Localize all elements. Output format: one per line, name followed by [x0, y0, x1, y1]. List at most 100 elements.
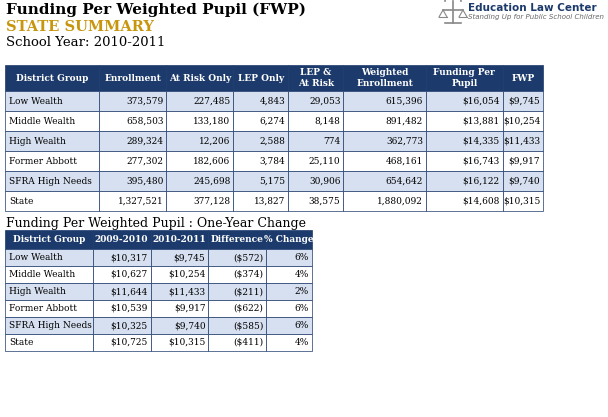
FancyBboxPatch shape [92, 230, 151, 249]
Text: School Year: 2010-2011: School Year: 2010-2011 [6, 36, 165, 49]
FancyBboxPatch shape [167, 91, 233, 111]
FancyBboxPatch shape [209, 317, 266, 334]
FancyBboxPatch shape [5, 249, 92, 266]
Text: % Change: % Change [264, 235, 314, 244]
Text: ($622): ($622) [233, 304, 263, 313]
Text: 2010-2011: 2010-2011 [153, 235, 206, 244]
Text: $11,644: $11,644 [110, 287, 148, 296]
FancyBboxPatch shape [100, 91, 167, 111]
FancyBboxPatch shape [92, 334, 151, 351]
FancyBboxPatch shape [233, 91, 288, 111]
Text: 8,148: 8,148 [314, 116, 340, 126]
Text: $10,317: $10,317 [110, 253, 148, 262]
FancyBboxPatch shape [288, 91, 344, 111]
Text: Difference: Difference [211, 235, 264, 244]
FancyBboxPatch shape [233, 191, 288, 211]
FancyBboxPatch shape [100, 111, 167, 131]
FancyBboxPatch shape [100, 191, 167, 211]
Text: 658,503: 658,503 [126, 116, 164, 126]
Text: 6%: 6% [294, 321, 309, 330]
Text: SFRA High Needs: SFRA High Needs [9, 176, 92, 186]
FancyBboxPatch shape [503, 191, 543, 211]
FancyBboxPatch shape [5, 300, 92, 317]
Text: 1,880,092: 1,880,092 [377, 196, 423, 206]
FancyBboxPatch shape [5, 91, 100, 111]
FancyBboxPatch shape [92, 300, 151, 317]
Text: $10,315: $10,315 [168, 338, 206, 347]
FancyBboxPatch shape [266, 266, 312, 283]
FancyBboxPatch shape [167, 151, 233, 171]
FancyBboxPatch shape [151, 249, 209, 266]
FancyBboxPatch shape [92, 266, 151, 283]
Text: 4,843: 4,843 [260, 96, 285, 106]
FancyBboxPatch shape [233, 131, 288, 151]
Text: 6,274: 6,274 [260, 116, 285, 126]
FancyBboxPatch shape [167, 111, 233, 131]
FancyBboxPatch shape [288, 171, 344, 191]
Text: $10,725: $10,725 [110, 338, 148, 347]
FancyBboxPatch shape [426, 65, 503, 91]
Text: Funding Per Weighted Pupil : One-Year Change: Funding Per Weighted Pupil : One-Year Ch… [6, 217, 306, 230]
FancyBboxPatch shape [266, 334, 312, 351]
Text: 182,606: 182,606 [193, 156, 230, 166]
FancyBboxPatch shape [426, 171, 503, 191]
Text: 5,175: 5,175 [260, 176, 285, 186]
Text: 395,480: 395,480 [126, 176, 164, 186]
FancyBboxPatch shape [151, 266, 209, 283]
FancyBboxPatch shape [151, 300, 209, 317]
FancyBboxPatch shape [233, 171, 288, 191]
FancyBboxPatch shape [344, 191, 426, 211]
Text: ($374): ($374) [233, 270, 263, 279]
FancyBboxPatch shape [5, 266, 92, 283]
Text: FWP: FWP [511, 73, 534, 83]
Text: ($211): ($211) [233, 287, 263, 296]
Text: Funding Per
Pupil: Funding Per Pupil [434, 68, 495, 88]
Text: 468,161: 468,161 [385, 156, 423, 166]
FancyBboxPatch shape [167, 191, 233, 211]
FancyBboxPatch shape [5, 151, 100, 171]
FancyBboxPatch shape [167, 131, 233, 151]
Text: Former Abbott: Former Abbott [9, 156, 77, 166]
FancyBboxPatch shape [151, 283, 209, 300]
Text: 615,396: 615,396 [385, 96, 423, 106]
Text: 2%: 2% [294, 287, 309, 296]
FancyBboxPatch shape [100, 65, 167, 91]
Text: SFRA High Needs: SFRA High Needs [9, 321, 92, 330]
Text: 13,827: 13,827 [254, 196, 285, 206]
FancyBboxPatch shape [209, 334, 266, 351]
Text: $11,433: $11,433 [168, 287, 206, 296]
FancyBboxPatch shape [209, 283, 266, 300]
Text: $16,122: $16,122 [463, 176, 500, 186]
FancyBboxPatch shape [5, 230, 92, 249]
FancyBboxPatch shape [266, 249, 312, 266]
Text: Funding Per Weighted Pupil (FWP): Funding Per Weighted Pupil (FWP) [6, 3, 306, 18]
Text: 25,110: 25,110 [309, 156, 340, 166]
Text: 377,128: 377,128 [193, 196, 230, 206]
FancyBboxPatch shape [209, 230, 266, 249]
FancyBboxPatch shape [288, 65, 344, 91]
Text: $9,740: $9,740 [174, 321, 206, 330]
FancyBboxPatch shape [5, 65, 100, 91]
FancyBboxPatch shape [5, 171, 100, 191]
FancyBboxPatch shape [266, 317, 312, 334]
FancyBboxPatch shape [288, 131, 344, 151]
Text: District Group: District Group [13, 235, 85, 244]
Text: 289,324: 289,324 [126, 136, 164, 146]
Text: 4%: 4% [294, 270, 309, 279]
Text: 30,906: 30,906 [309, 176, 340, 186]
Text: 29,053: 29,053 [309, 96, 340, 106]
Text: 6%: 6% [294, 253, 309, 262]
FancyBboxPatch shape [209, 249, 266, 266]
Text: State: State [9, 196, 33, 206]
Text: 362,773: 362,773 [386, 136, 423, 146]
Text: 373,579: 373,579 [126, 96, 164, 106]
Text: ($585): ($585) [233, 321, 263, 330]
FancyBboxPatch shape [233, 65, 288, 91]
Text: 4%: 4% [294, 338, 309, 347]
Text: $9,745: $9,745 [508, 96, 540, 106]
Text: Weighted
Enrollment: Weighted Enrollment [356, 68, 413, 88]
FancyBboxPatch shape [503, 91, 543, 111]
FancyBboxPatch shape [92, 283, 151, 300]
Text: District Group: District Group [16, 73, 88, 83]
Text: 654,642: 654,642 [385, 176, 423, 186]
